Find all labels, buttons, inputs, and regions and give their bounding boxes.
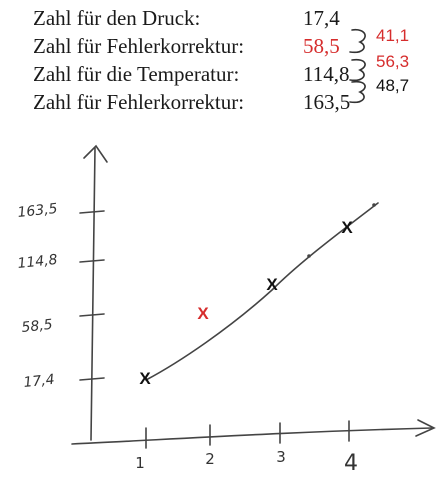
point-marker-1: X [139,369,151,388]
difference-3: 48,7 [376,76,410,95]
row-value: 163,5 [303,90,351,114]
x-axis-arrowhead [415,419,436,437]
x-axis [71,427,433,445]
bracket-2 [349,58,366,82]
row-label: Zahl für Fehlerkorrektur: [33,90,245,114]
y-tick-label-2: 58,5 [21,317,54,336]
row-value: 114,8 [303,62,350,86]
y-axis [90,147,96,441]
point-marker-3: X [266,275,278,294]
y-tick-label-3: 114,8 [17,252,59,272]
point-marker-4: X [341,218,353,237]
bracket-3 [349,80,366,104]
x-ticks [145,420,350,449]
y-ticks [79,210,105,381]
line-dot [372,203,376,207]
row-label: Zahl für den Druck: [33,6,201,30]
difference-brackets [349,28,366,104]
row-label: Zahl für die Temperatur: [33,62,240,86]
difference-1: 41,1 [376,26,410,45]
x-tick-label-4: 4 [344,451,358,476]
trend-line [145,202,379,381]
row-value: 17,4 [303,6,340,30]
y-tick-label-1: 17,4 [23,372,56,391]
bracket-1 [349,28,366,54]
row-label: Zahl für Fehlerkorrektur: [33,34,245,58]
x-tick-label-3: 3 [276,448,286,466]
point-marker-2: X [197,304,209,323]
y-tick-2 [79,313,105,317]
line-dot [307,254,311,258]
difference-2: 56,3 [376,52,410,71]
y-tick-4 [79,210,105,214]
row-value: 58,5 [303,34,340,58]
y-tick-label-4: 163,5 [17,201,59,221]
x-tick-label-2: 2 [205,450,215,468]
axes [71,144,436,445]
y-axis-arrowhead [83,144,108,163]
y-tick-3 [79,259,105,263]
x-tick-label-1: 1 [135,454,145,472]
y-tick-1 [79,377,105,381]
